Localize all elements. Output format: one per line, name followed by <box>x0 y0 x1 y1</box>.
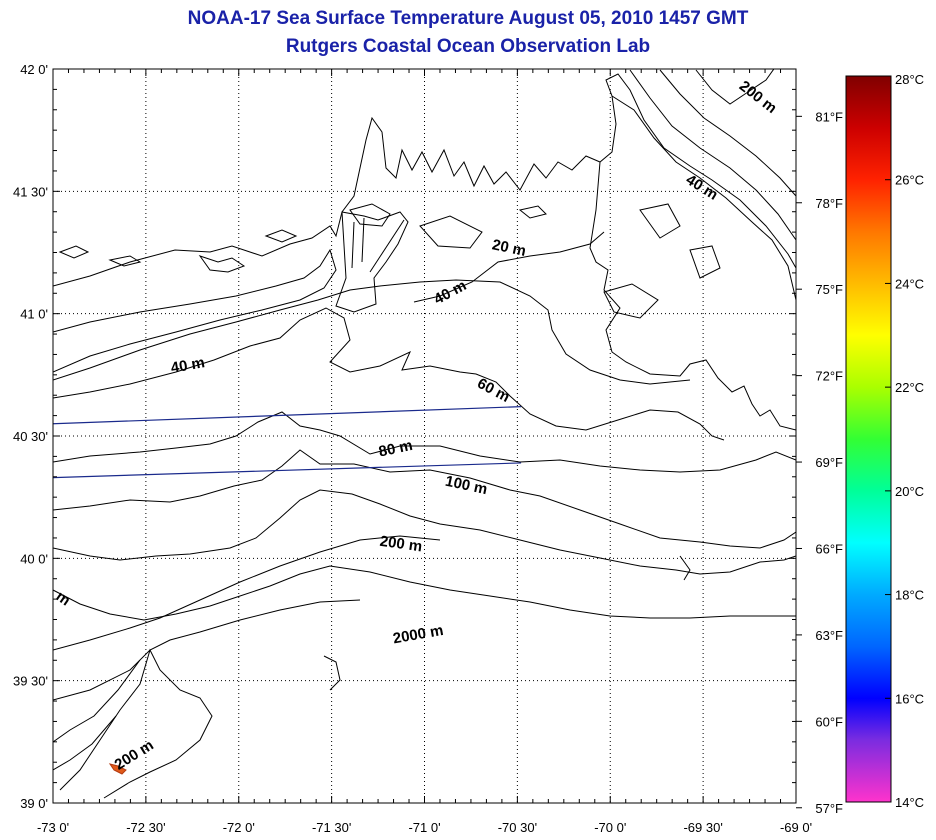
celsius-tick-label: 20°C <box>895 484 924 499</box>
map-title: NOAA-17 Sea Surface Temperature August 0… <box>187 8 749 29</box>
lon-tick-label: -69 0' <box>780 820 812 835</box>
fahrenheit-tick-label: 81°F <box>815 109 843 124</box>
lon-tick-label: -71 0' <box>408 820 440 835</box>
isobath-40m-north <box>611 95 796 301</box>
lon-tick-label: -72 30' <box>126 820 165 835</box>
coastline-islands <box>419 215 483 249</box>
isobath-slope-a <box>53 535 441 651</box>
celsius-tick-label: 16°C <box>895 691 924 706</box>
isobath-label: 80 m <box>377 437 414 461</box>
isobath-2000m <box>53 565 796 621</box>
isobath-40m <box>53 279 691 385</box>
isobath-20m <box>413 231 605 303</box>
coastline-cape <box>589 161 796 431</box>
isobath-60m <box>53 307 725 441</box>
lat-tick-label: 39 30' <box>13 674 48 689</box>
lat-tick-label: 41 0' <box>20 307 48 322</box>
fahrenheit-axis-labels: 57°F 60°F 63°F 66°F 69°F 72°F 75°F 78°F 81°F <box>815 109 843 815</box>
isobath-200m-ne <box>695 69 775 105</box>
lon-tick-label: -70 30' <box>498 820 537 835</box>
celsius-tick-label: 18°C <box>895 588 924 603</box>
bay-outline <box>335 211 409 313</box>
temperature-colorbar <box>845 75 892 803</box>
fahrenheit-tick-label: 75°F <box>815 282 843 297</box>
lon-tick-label: -70 0' <box>594 820 626 835</box>
longitude-axis-labels: -73 0' -72 30' -72 0' -71 30' -71 0' -70 30' -… <box>37 820 812 835</box>
isobath-200m <box>53 489 796 575</box>
isobath-slope-b <box>53 599 361 701</box>
satellite-track <box>53 406 522 425</box>
isobath-80m <box>53 411 796 473</box>
isobath-label: 200 m <box>379 533 423 556</box>
lat-tick-label: 42 0' <box>20 62 48 77</box>
coastline-mainland <box>53 73 796 287</box>
fahrenheit-tick-label: 69°F <box>815 455 843 470</box>
celsius-tick-label: 22°C <box>895 380 924 395</box>
coastline-long-island <box>53 248 337 373</box>
coastline-and-isobaths <box>53 69 796 799</box>
isobath-label: 20 m <box>491 236 528 260</box>
isobath-label: 40 m <box>169 354 206 377</box>
lon-tick-label: -69 30' <box>683 820 722 835</box>
celsius-tick-label: 24°C <box>895 276 924 291</box>
fahrenheit-tick-label: 78°F <box>815 196 843 211</box>
lat-tick-label: 39 0' <box>20 796 48 811</box>
map-subtitle: Rutgers Coastal Ocean Observation Lab <box>285 36 651 57</box>
latitude-axis-labels: 39 0' 39 30' 40 0' 40 30' 41 0' 41 30' 42 0' <box>13 62 48 811</box>
satellite-track-lines <box>53 406 522 479</box>
celsius-tick-label: 26°C <box>895 173 924 188</box>
lon-tick-label: -73 0' <box>37 820 69 835</box>
canyon-west <box>59 648 213 799</box>
axis-ticks <box>52 68 802 809</box>
isobath-100m <box>53 449 796 549</box>
fahrenheit-tick-label: 66°F <box>815 541 843 556</box>
plot-area <box>53 69 796 803</box>
lat-tick-label: 41 30' <box>13 184 48 199</box>
fahrenheit-tick-label: 63°F <box>815 628 843 643</box>
celsius-tick-label: 28°C <box>895 72 924 87</box>
lat-tick-label: 40 0' <box>20 551 48 566</box>
lon-tick-label: -71 30' <box>312 820 351 835</box>
lon-tick-label: -72 0' <box>223 820 255 835</box>
lat-tick-label: 40 30' <box>13 429 48 444</box>
fahrenheit-tick-label: 60°F <box>815 714 843 729</box>
fahrenheit-tick-label: 57°F <box>815 801 843 816</box>
celsius-tick-label: 14°C <box>895 795 924 810</box>
colorbar-celsius-labels: 28°C 26°C 24°C 22°C 20°C 18°C 16°C 14°C <box>885 72 924 810</box>
fahrenheit-tick-label: 72°F <box>815 369 843 384</box>
satellite-track <box>53 462 522 479</box>
sst-data-pixel <box>108 763 127 775</box>
